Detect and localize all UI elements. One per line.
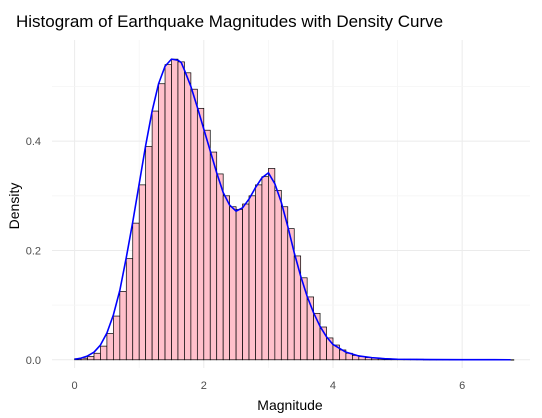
histogram-bar: [132, 222, 140, 361]
histogram-bar: [255, 184, 263, 361]
grid-lines: [52, 40, 530, 368]
histogram-bars: [74, 58, 515, 361]
histogram-bar: [100, 345, 108, 361]
histogram-bar: [261, 176, 269, 361]
histogram-bar: [268, 168, 276, 361]
histogram-bar: [113, 315, 121, 361]
histogram-bar: [235, 209, 243, 361]
histogram-bar: [216, 173, 224, 361]
histogram-bar: [164, 64, 172, 361]
histogram-bar: [125, 258, 134, 361]
x-axis-ticks: 0 2 4 6: [72, 380, 466, 392]
histogram-bar: [138, 184, 147, 361]
histogram-bar: [196, 107, 205, 361]
density-curve: [74, 58, 511, 361]
x-tick-label: 2: [201, 380, 207, 392]
x-tick-label: 4: [330, 380, 336, 392]
x-tick-label: 6: [459, 380, 465, 392]
y-tick-label: 0.4: [26, 136, 41, 148]
histogram-bar: [93, 352, 101, 361]
histogram-bar: [190, 88, 198, 361]
histogram-bar: [242, 203, 250, 361]
histogram-bar: [119, 291, 127, 361]
histogram-bar: [158, 83, 166, 361]
histogram-bar: [177, 61, 185, 361]
histogram-bar: [87, 356, 95, 361]
histogram-bar: [209, 151, 218, 361]
histogram-bar: [229, 206, 237, 361]
histogram-bar: [248, 195, 256, 361]
histogram-bar: [222, 195, 230, 361]
chart-title: Histogram of Earthquake Magnitudes with …: [16, 12, 443, 31]
histogram-bar: [171, 58, 179, 361]
histogram-bar: [280, 206, 289, 361]
y-axis-ticks: 0.0 0.2 0.4: [26, 136, 41, 367]
y-tick-label: 0.0: [26, 355, 41, 367]
histogram-bar: [300, 277, 308, 361]
histogram-bar: [184, 72, 192, 361]
y-axis-title: Density: [6, 183, 22, 230]
histogram-bar: [203, 129, 211, 361]
x-tick-label: 0: [72, 380, 78, 392]
histogram-bar: [145, 146, 153, 361]
x-axis-title: Magnitude: [257, 397, 323, 413]
histogram-bar: [274, 189, 282, 361]
y-tick-label: 0.2: [26, 245, 41, 257]
histogram-bar: [151, 110, 159, 361]
histogram-bar: [106, 333, 114, 361]
